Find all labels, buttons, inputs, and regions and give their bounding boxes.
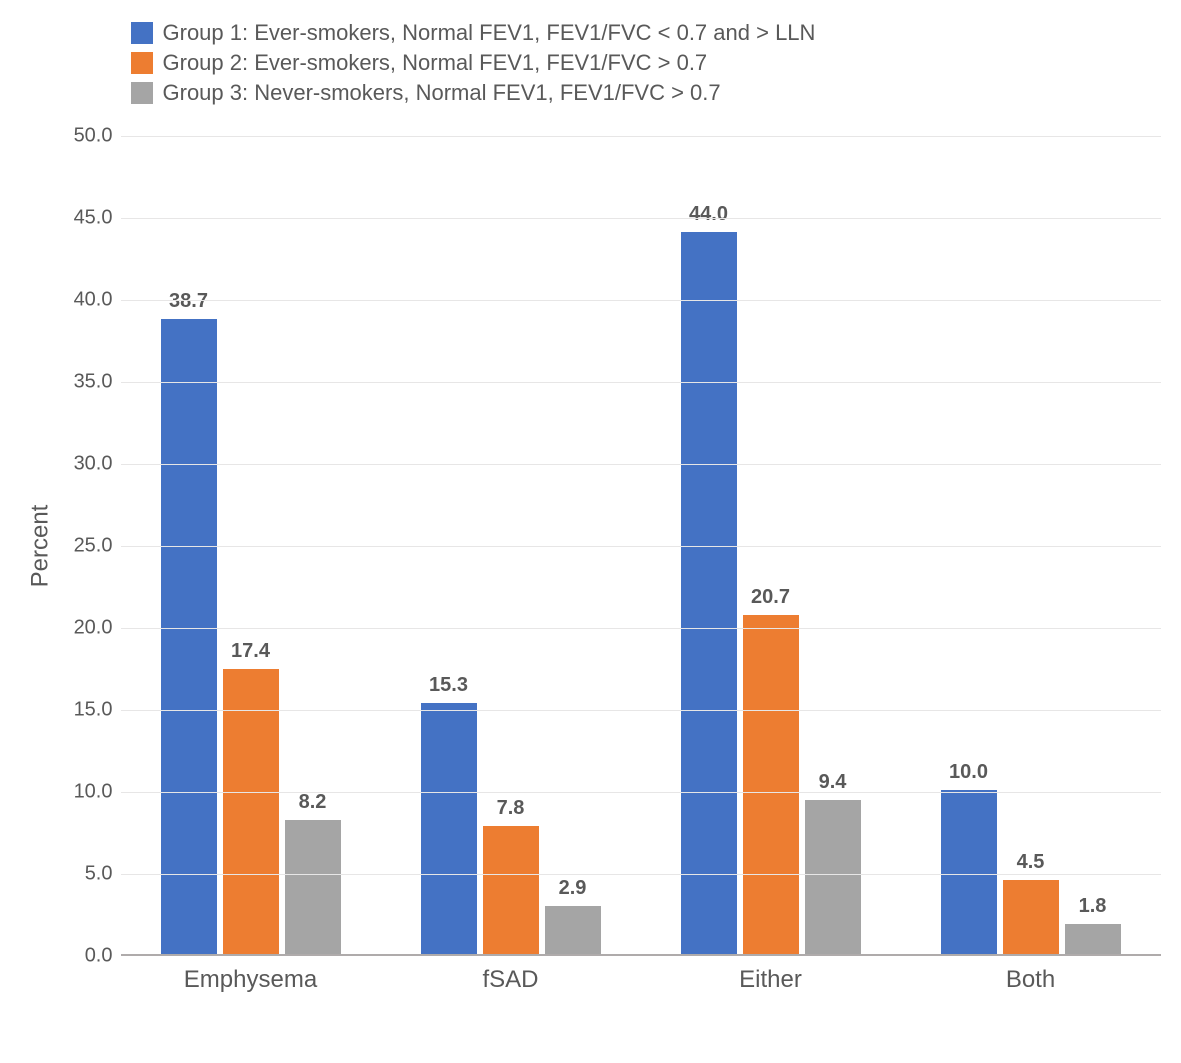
- bar-groups: 38.717.48.215.37.82.944.020.79.410.04.51…: [121, 136, 1161, 954]
- x-tick-label: fSAD: [381, 966, 641, 994]
- legend-swatch: [131, 82, 153, 104]
- x-axis-labels: EmphysemafSADEitherBoth: [121, 966, 1161, 994]
- legend-item: Group 3: Never-smokers, Normal FEV1, FEV…: [131, 80, 1161, 106]
- y-tick-label: 0.0: [85, 945, 113, 968]
- gridline: [121, 136, 1161, 137]
- legend-label: Group 3: Never-smokers, Normal FEV1, FEV…: [163, 80, 721, 106]
- bar-group: 15.37.82.9: [421, 703, 601, 954]
- bar: 1.8: [1065, 924, 1121, 954]
- bar-group: 44.020.79.4: [681, 232, 861, 954]
- y-tick-label: 45.0: [74, 207, 113, 230]
- bar-value-label: 20.7: [751, 586, 790, 609]
- y-tick-label: 40.0: [74, 289, 113, 312]
- y-tick-label: 35.0: [74, 371, 113, 394]
- gridline: [121, 300, 1161, 301]
- bar: 10.0: [941, 790, 997, 954]
- bar-value-label: 15.3: [429, 674, 468, 697]
- bar-value-label: 9.4: [819, 771, 847, 794]
- legend-item: Group 2: Ever-smokers, Normal FEV1, FEV1…: [131, 50, 1161, 76]
- bar-chart: Group 1: Ever-smokers, Normal FEV1, FEV1…: [21, 20, 1161, 994]
- y-axis-title-container: Percent: [21, 136, 61, 956]
- y-tick-label: 25.0: [74, 535, 113, 558]
- bar-group: 10.04.51.8: [941, 790, 1121, 954]
- y-tick-label: 15.0: [74, 699, 113, 722]
- gridline: [121, 546, 1161, 547]
- y-tick-label: 20.0: [74, 617, 113, 640]
- gridline: [121, 710, 1161, 711]
- y-tick-label: 5.0: [85, 863, 113, 886]
- bar-value-label: 2.9: [559, 877, 587, 900]
- gridline: [121, 218, 1161, 219]
- bar-value-label: 1.8: [1079, 895, 1107, 918]
- legend-swatch: [131, 22, 153, 44]
- bar-value-label: 38.7: [169, 290, 208, 313]
- bar-group: 38.717.48.2: [161, 319, 341, 954]
- bar: 9.4: [805, 800, 861, 954]
- bar: 17.4: [223, 669, 279, 954]
- bar: 8.2: [285, 820, 341, 954]
- bar-value-label: 10.0: [949, 761, 988, 784]
- x-tick-label: Emphysema: [121, 966, 381, 994]
- chart-body: Percent 0.05.010.015.020.025.030.035.040…: [21, 136, 1161, 956]
- y-axis-labels: 0.05.010.015.020.025.030.035.040.045.050…: [61, 136, 121, 956]
- bar: 20.7: [743, 615, 799, 954]
- gridline: [121, 464, 1161, 465]
- x-tick-label: Either: [641, 966, 901, 994]
- gridline: [121, 628, 1161, 629]
- bar: 44.0: [681, 232, 737, 954]
- legend-item: Group 1: Ever-smokers, Normal FEV1, FEV1…: [131, 20, 1161, 46]
- bar: 4.5: [1003, 880, 1059, 954]
- bar-value-label: 8.2: [299, 791, 327, 814]
- y-axis-title: Percent: [27, 505, 55, 588]
- bar: 2.9: [545, 906, 601, 954]
- y-tick-label: 10.0: [74, 781, 113, 804]
- legend-swatch: [131, 52, 153, 74]
- legend-label: Group 2: Ever-smokers, Normal FEV1, FEV1…: [163, 50, 708, 76]
- legend-label: Group 1: Ever-smokers, Normal FEV1, FEV1…: [163, 20, 816, 46]
- gridline: [121, 874, 1161, 875]
- bar-value-label: 17.4: [231, 640, 270, 663]
- gridline: [121, 382, 1161, 383]
- y-tick-label: 50.0: [74, 125, 113, 148]
- y-tick-label: 30.0: [74, 453, 113, 476]
- plot-area: 38.717.48.215.37.82.944.020.79.410.04.51…: [121, 136, 1161, 956]
- legend: Group 1: Ever-smokers, Normal FEV1, FEV1…: [21, 20, 1161, 106]
- bar-value-label: 4.5: [1017, 851, 1045, 874]
- bar: 15.3: [421, 703, 477, 954]
- bar: 38.7: [161, 319, 217, 954]
- x-tick-label: Both: [901, 966, 1161, 994]
- bar-value-label: 7.8: [497, 797, 525, 820]
- gridline: [121, 792, 1161, 793]
- bar-value-label: 44.0: [689, 203, 728, 226]
- bar: 7.8: [483, 826, 539, 954]
